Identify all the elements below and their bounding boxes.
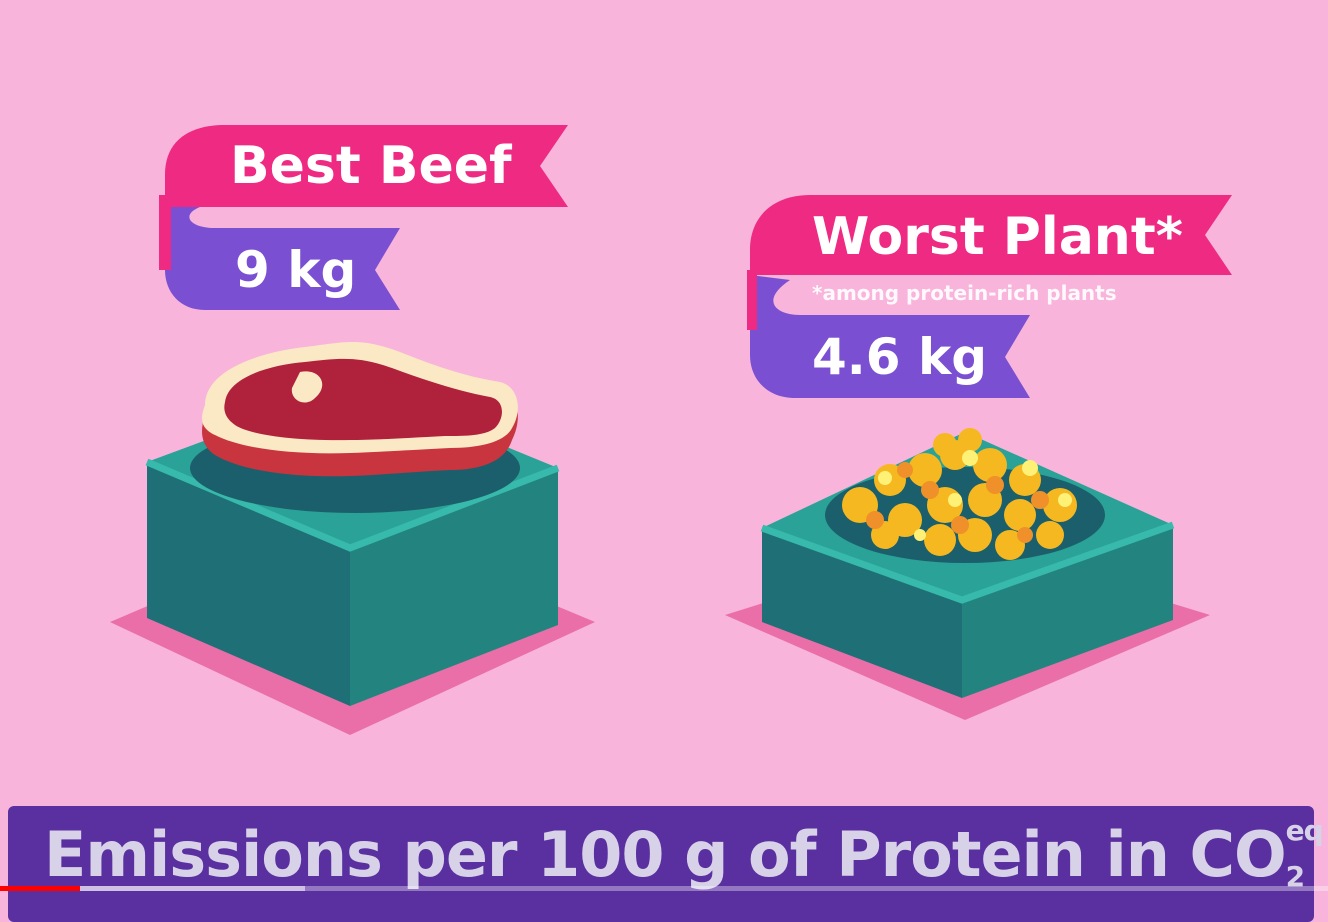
- best-beef-banner: Best Beef 9 kg: [159, 125, 568, 310]
- progress-buffered: [0, 886, 306, 891]
- caption-superscript: eq: [1285, 814, 1324, 847]
- caption-bar: [8, 806, 1314, 922]
- worst-plant-value: 4.6 kg: [812, 328, 987, 386]
- beef-illustration: [110, 342, 595, 735]
- best-beef-value: 9 kg: [235, 241, 356, 299]
- plant-illustration: [725, 428, 1210, 720]
- video-progress-bar[interactable]: [0, 886, 1328, 891]
- progress-played: [0, 886, 80, 891]
- caption-text: Emissions per 100 g of Protein in CO 2 eq: [44, 814, 1324, 893]
- worst-plant-banner: Worst Plant* *among protein-rich plants …: [747, 195, 1232, 398]
- caption-subscript: 2: [1285, 860, 1306, 893]
- worst-plant-title: Worst Plant*: [812, 207, 1183, 267]
- worst-plant-footnote: *among protein-rich plants: [812, 281, 1117, 305]
- caption-main: Emissions per 100 g of Protein in CO 2 eq: [44, 814, 1324, 893]
- best-beef-title: Best Beef: [230, 136, 513, 196]
